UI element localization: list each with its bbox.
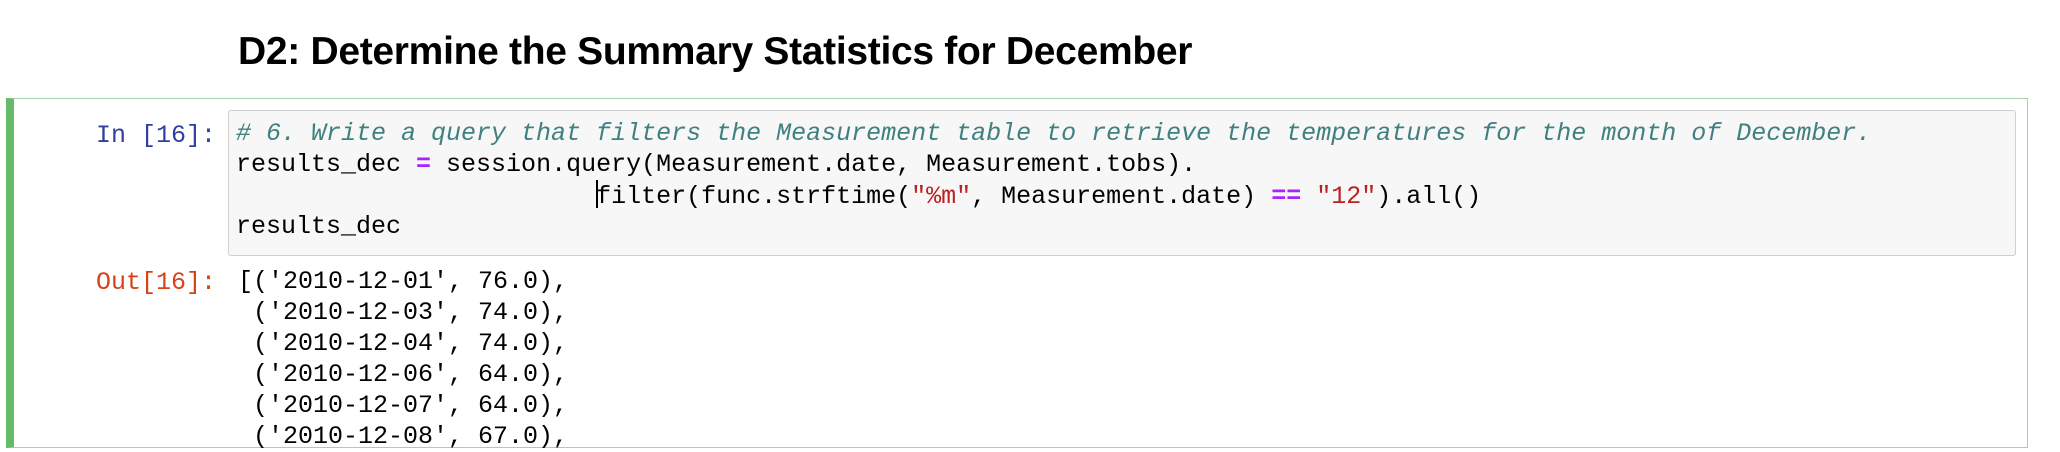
output-line: ('2010-12-08', 67.0), bbox=[238, 422, 569, 451]
output-line: [('2010-12-01', 76.0), bbox=[238, 267, 569, 296]
code-line-result: results_dec bbox=[236, 211, 1871, 242]
code-all-call: ).all() bbox=[1376, 182, 1482, 211]
code-editor[interactable] bbox=[228, 110, 2016, 256]
code-line-query: results_dec = session.query(Measurement.… bbox=[236, 149, 1871, 180]
code-indent bbox=[236, 182, 596, 211]
input-prompt: In [16]: bbox=[95, 121, 216, 150]
output-line: ('2010-12-03', 74.0), bbox=[238, 298, 569, 327]
code-line-comment: # 6. Write a query that filters the Meas… bbox=[236, 118, 1871, 149]
cell-output: [('2010-12-01', 76.0), ('2010-12-03', 74… bbox=[238, 266, 568, 452]
code-string-month-format: "%m" bbox=[911, 182, 972, 211]
output-line: ('2010-12-06', 64.0), bbox=[238, 360, 569, 389]
code-result-variable: results_dec bbox=[236, 212, 402, 241]
output-prompt: Out[16]: bbox=[95, 268, 216, 297]
code-space bbox=[1301, 182, 1316, 211]
code-line-filter: filter(func.strftime("%m", Measurement.d… bbox=[236, 180, 1871, 211]
code-text[interactable]: # 6. Write a query that filters the Meas… bbox=[236, 118, 1871, 242]
output-line: ('2010-12-04', 74.0), bbox=[238, 329, 569, 358]
assign-operator: = bbox=[416, 150, 432, 179]
code-filter-call: filter(func.strftime( bbox=[596, 182, 912, 211]
code-query-call: session.query(Measurement.date, Measurem… bbox=[431, 150, 1197, 179]
section-heading: D2: Determine the Summary Statistics for… bbox=[238, 30, 1193, 73]
code-string-december: "12" bbox=[1316, 182, 1377, 211]
code-comment: # 6. Write a query that filters the Meas… bbox=[236, 119, 1872, 148]
code-filter-args: , Measurement.date) bbox=[971, 182, 1272, 211]
output-line: ('2010-12-07', 64.0), bbox=[238, 391, 569, 420]
text-cursor bbox=[596, 180, 599, 208]
code-variable: results_dec bbox=[236, 150, 417, 179]
equality-operator: == bbox=[1271, 182, 1302, 211]
